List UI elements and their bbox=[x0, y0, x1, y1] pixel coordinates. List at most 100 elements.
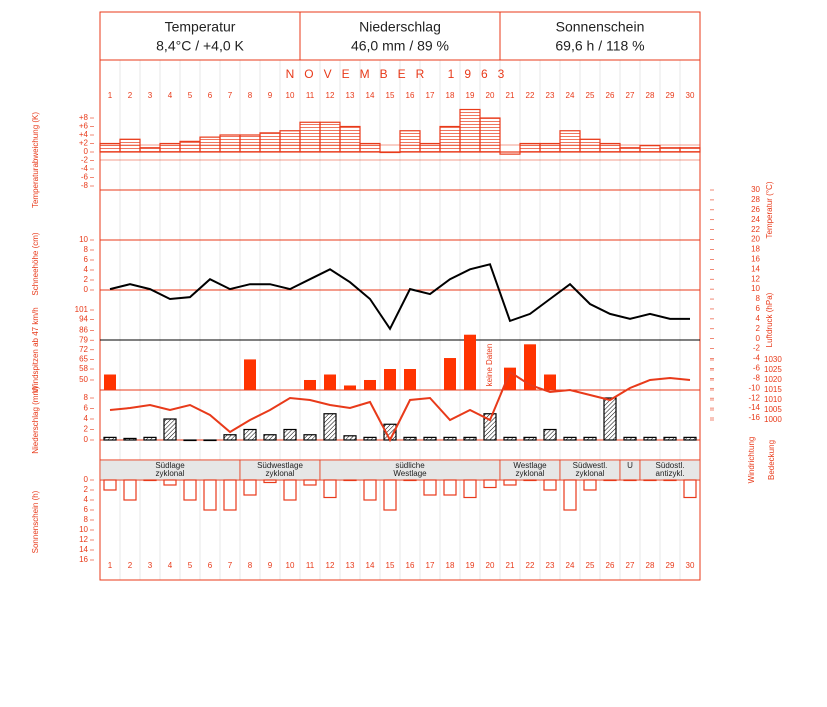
day-label: 6 bbox=[208, 91, 213, 100]
header-title: Sonnenschein bbox=[556, 19, 645, 35]
bar bbox=[519, 142, 541, 153]
day-label: 22 bbox=[526, 91, 535, 100]
day-label: 3 bbox=[148, 91, 153, 100]
weather-type-label: U bbox=[627, 461, 633, 470]
header-value: 69,6 h / 118 % bbox=[555, 38, 644, 54]
day-label: 4 bbox=[168, 561, 173, 570]
y-tick-label: 94 bbox=[79, 315, 88, 324]
bar bbox=[143, 436, 157, 441]
y-tick-label: 1030 bbox=[764, 355, 782, 364]
bar bbox=[299, 121, 321, 153]
bar bbox=[179, 140, 201, 153]
day-label: 10 bbox=[286, 561, 295, 570]
y-tick-label: 16 bbox=[79, 555, 88, 564]
y-tick-label: -6 bbox=[81, 173, 89, 182]
y-tick-label: -14 bbox=[748, 403, 760, 412]
bar bbox=[359, 142, 381, 153]
day-label: 30 bbox=[686, 91, 695, 100]
bar bbox=[364, 379, 376, 390]
day-label: 4 bbox=[168, 91, 173, 100]
y-tick-label: -8 bbox=[81, 181, 89, 190]
y-tick-label: 8 bbox=[84, 515, 89, 524]
y-tick-label: 18 bbox=[751, 245, 760, 254]
bar bbox=[404, 369, 416, 390]
bar bbox=[419, 142, 441, 153]
bar bbox=[443, 479, 457, 496]
weather-type-label: südliche bbox=[395, 461, 425, 470]
bar bbox=[683, 436, 697, 441]
day-label: 5 bbox=[188, 91, 193, 100]
bar bbox=[503, 436, 517, 441]
y-tick-label: 6 bbox=[756, 304, 761, 313]
weather-type-label: Südlage bbox=[155, 461, 185, 470]
y-tick-label: 79 bbox=[79, 335, 88, 344]
y-tick-label: 58 bbox=[79, 364, 88, 373]
y-tick-label: 0 bbox=[84, 475, 89, 484]
bar bbox=[159, 142, 181, 153]
y-tick-label: 50 bbox=[79, 375, 88, 384]
y-tick-label: +8 bbox=[79, 113, 89, 122]
bar bbox=[103, 436, 117, 441]
bar bbox=[123, 479, 137, 501]
day-label: 2 bbox=[128, 91, 133, 100]
bar bbox=[423, 436, 437, 441]
day-label: 13 bbox=[346, 561, 355, 570]
day-label: 27 bbox=[626, 561, 635, 570]
y-tick-label: 4 bbox=[756, 314, 761, 323]
day-label: 7 bbox=[228, 561, 233, 570]
bar bbox=[483, 479, 497, 489]
y-tick-label: 8 bbox=[84, 393, 89, 402]
day-label: 3 bbox=[148, 561, 153, 570]
weather-type-label: zyklonal bbox=[516, 469, 545, 478]
bar bbox=[123, 437, 137, 441]
y-tick-label: 8 bbox=[756, 294, 761, 303]
bar bbox=[544, 374, 556, 390]
y-tick-label: 10 bbox=[79, 525, 88, 534]
y-tick-label: 8 bbox=[84, 245, 89, 254]
bar bbox=[603, 397, 617, 441]
day-label: 8 bbox=[248, 561, 253, 570]
day-label: 23 bbox=[546, 91, 555, 100]
y-tick-label: 2 bbox=[84, 425, 89, 434]
bar bbox=[323, 479, 337, 499]
y-tick-label: 14 bbox=[751, 264, 760, 273]
bar bbox=[559, 130, 581, 153]
bar bbox=[499, 151, 521, 155]
bar bbox=[663, 436, 677, 441]
bar bbox=[503, 479, 517, 486]
axis-label: Schneehöhe (cm) bbox=[31, 232, 40, 295]
header-value: 46,0 mm / 89 % bbox=[351, 38, 449, 54]
day-label: 9 bbox=[268, 91, 273, 100]
bar bbox=[183, 479, 197, 501]
day-label: 11 bbox=[306, 91, 315, 100]
bar bbox=[379, 151, 401, 154]
day-label: 21 bbox=[506, 561, 515, 570]
day-label: 15 bbox=[386, 561, 395, 570]
day-label: 12 bbox=[326, 91, 335, 100]
bar bbox=[343, 435, 357, 441]
y-tick-label: 12 bbox=[751, 274, 760, 283]
y-tick-label: 6 bbox=[84, 404, 89, 413]
bar bbox=[244, 359, 256, 390]
bar bbox=[279, 130, 301, 153]
y-tick-label: 1005 bbox=[764, 405, 782, 414]
day-label: 1 bbox=[108, 561, 113, 570]
y-tick-label: 1025 bbox=[764, 365, 782, 374]
y-tick-label: 4 bbox=[84, 414, 89, 423]
weather-type-label: zyklonal bbox=[156, 469, 185, 478]
bar bbox=[263, 434, 277, 441]
y-tick-label: 10 bbox=[751, 284, 760, 293]
bar bbox=[459, 108, 481, 153]
day-label: 13 bbox=[346, 91, 355, 100]
day-label: 5 bbox=[188, 561, 193, 570]
bar bbox=[199, 136, 221, 153]
y-tick-label: -8 bbox=[753, 373, 761, 382]
day-label: 16 bbox=[406, 91, 415, 100]
y-tick-label: 2 bbox=[756, 324, 761, 333]
bar bbox=[403, 436, 417, 441]
bar bbox=[203, 439, 217, 442]
y-tick-label: 1000 bbox=[764, 415, 782, 424]
bar bbox=[583, 479, 597, 491]
day-label: 19 bbox=[466, 561, 475, 570]
